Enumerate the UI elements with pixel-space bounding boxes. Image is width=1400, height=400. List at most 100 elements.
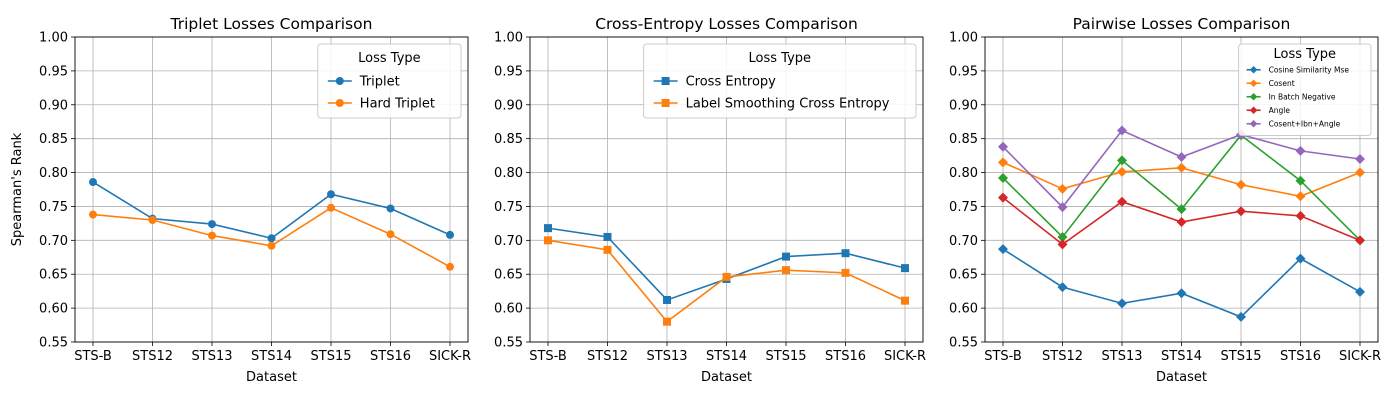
data-point xyxy=(1355,154,1365,164)
data-point xyxy=(1295,175,1306,186)
x-tick-label: STS16 xyxy=(825,349,866,364)
x-axis-label: Dataset xyxy=(246,370,297,385)
y-tick-label: 0.55 xyxy=(949,336,978,351)
x-tick-label: STS12 xyxy=(1042,349,1083,364)
data-point xyxy=(208,231,216,240)
y-tick-label: 0.90 xyxy=(39,98,68,113)
y-tick-label: 0.80 xyxy=(39,166,68,181)
data-point xyxy=(208,220,216,229)
data-point xyxy=(1057,239,1068,250)
data-point xyxy=(901,296,909,305)
x-tick-label: STS16 xyxy=(370,349,411,364)
data-point xyxy=(1117,155,1127,166)
data-point xyxy=(267,234,276,243)
y-tick-label: 1.00 xyxy=(494,31,523,46)
chart-panel-3: 0.55 0.60 0.65 0.70 0.75 0.80 0.85 0.90 0.95 1.00… xyxy=(949,15,1381,385)
legend-label: In Batch Negative xyxy=(1269,93,1336,102)
chart-title: Pairwise Losses Comparison xyxy=(1073,15,1291,33)
y-tick-label: 0.70 xyxy=(494,234,523,249)
data-point xyxy=(1117,196,1127,207)
data-point xyxy=(1117,166,1127,177)
data-point xyxy=(841,268,850,277)
y-tick-label: 1.00 xyxy=(39,31,68,46)
x-tick-label: STS12 xyxy=(132,349,173,364)
data-point xyxy=(603,232,612,241)
legend-marker xyxy=(1249,120,1258,128)
data-point xyxy=(1236,206,1246,217)
x-axis-label: Dataset xyxy=(1156,370,1207,385)
data-point xyxy=(1176,162,1187,173)
x-tick-label: STS13 xyxy=(192,349,233,364)
y-axis-label: Spearman's Rank xyxy=(10,132,25,246)
series-angle xyxy=(998,192,1365,250)
data-point xyxy=(901,264,909,273)
legend-marker xyxy=(1249,79,1258,87)
legend-title: Loss Type xyxy=(1274,47,1337,62)
data-point xyxy=(1355,235,1365,246)
data-point xyxy=(1295,210,1306,221)
legend-marker xyxy=(661,77,670,85)
y-tick-label: 0.60 xyxy=(949,302,978,317)
series-hard-triplet xyxy=(89,203,454,271)
legend-marker xyxy=(1249,66,1258,74)
chart-panel-1: 0.55 0.60 0.65 0.70 0.75 0.80 0.85 0.90 0.95 1.00… xyxy=(10,15,471,385)
series-label-smoothing-cross-entropy xyxy=(544,236,909,326)
x-tick-label: STS15 xyxy=(766,349,807,364)
y-tick-label: 0.75 xyxy=(494,200,523,215)
data-point xyxy=(148,216,157,224)
y-tick-label: 0.85 xyxy=(39,132,68,147)
data-point xyxy=(1295,253,1306,264)
data-point xyxy=(841,249,850,258)
legend-marker xyxy=(1249,106,1258,114)
data-point xyxy=(1355,286,1365,297)
x-tick-label: SICK-R xyxy=(884,349,926,364)
y-tick-label: 0.75 xyxy=(39,200,68,215)
legend-marker xyxy=(661,99,670,107)
y-tick-label: 0.55 xyxy=(494,336,523,351)
data-point xyxy=(1057,183,1068,194)
data-point xyxy=(1176,288,1187,299)
data-point xyxy=(446,230,454,239)
x-tick-label: SICK-R xyxy=(1339,349,1381,364)
data-point xyxy=(603,245,612,254)
chart-title: Triplet Losses Comparison xyxy=(170,15,373,33)
series-cosent xyxy=(998,157,1365,202)
data-point xyxy=(998,192,1008,203)
y-tick-label: 0.90 xyxy=(949,98,978,113)
x-tick-label: STS13 xyxy=(647,349,688,364)
data-point xyxy=(544,224,552,233)
legend-label: Cosent xyxy=(1269,79,1295,88)
series-cosine-similarity-mse xyxy=(998,244,1365,322)
legend-label: Angle xyxy=(1269,106,1291,115)
data-point xyxy=(782,266,790,275)
x-tick-label: STS15 xyxy=(311,349,352,364)
data-point xyxy=(1057,202,1068,213)
data-point xyxy=(998,141,1008,152)
chart-panel-2: 0.55 0.60 0.65 0.70 0.75 0.80 0.85 0.90 0.95 1.00… xyxy=(494,15,926,385)
data-point xyxy=(1057,231,1068,242)
series-cosent-ibn-angle xyxy=(998,125,1365,213)
y-tick-label: 0.65 xyxy=(494,268,523,283)
y-tick-label: 1.00 xyxy=(949,31,978,46)
legend-label: Hard Triplet xyxy=(360,97,435,112)
data-point xyxy=(327,203,335,212)
y-tick-label: 0.70 xyxy=(39,234,68,249)
y-tick-label: 0.95 xyxy=(949,64,978,79)
data-point xyxy=(998,157,1008,168)
y-tick-label: 0.55 xyxy=(39,336,68,351)
legend-label: Cross Entropy xyxy=(686,75,777,90)
data-point xyxy=(446,262,454,271)
legend-title: Loss Type xyxy=(749,51,812,66)
x-tick-label: STS-B xyxy=(984,349,1022,364)
data-point xyxy=(722,272,731,281)
data-point xyxy=(1236,311,1246,322)
data-point xyxy=(1355,167,1365,178)
legend: Loss Type Cosine Similarity Mse Cosent In B… xyxy=(1238,43,1372,136)
x-tick-label: SICK-R xyxy=(429,349,471,364)
y-tick-label: 0.65 xyxy=(39,268,68,283)
y-tick-label: 0.95 xyxy=(494,64,523,79)
legend-label: Cosent+Ibn+Angle xyxy=(1269,120,1341,129)
data-point xyxy=(327,190,335,199)
data-point xyxy=(1176,217,1187,228)
legend-box xyxy=(1238,43,1372,136)
